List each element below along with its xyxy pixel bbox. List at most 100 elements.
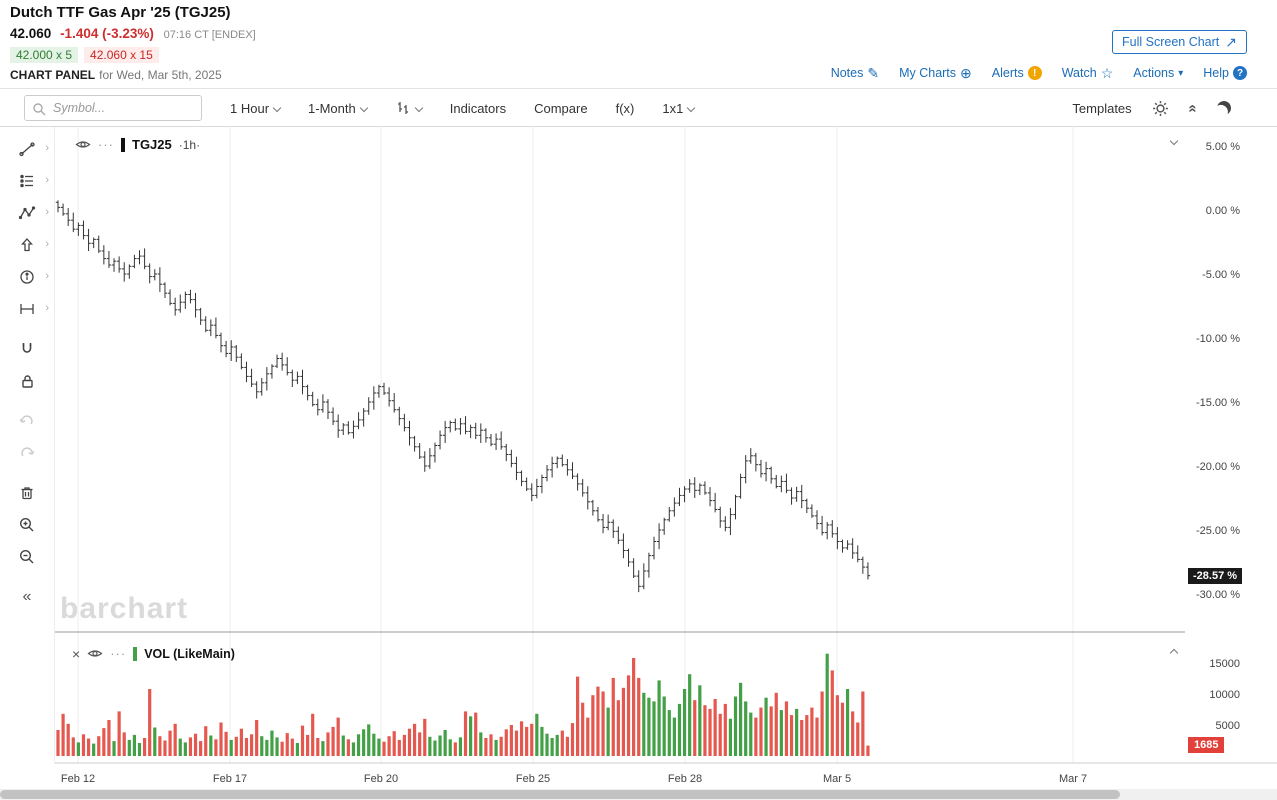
- help-label: Help: [1203, 66, 1229, 80]
- indicators-button[interactable]: Indicators: [450, 101, 506, 116]
- ask-chip: 42.060 x 15: [84, 47, 159, 63]
- horizontal-scrollbar[interactable]: [0, 789, 1277, 800]
- collapse-toolbar-button[interactable]: «: [1184, 100, 1201, 117]
- grid-layout-dropdown[interactable]: 1x1: [662, 101, 696, 116]
- undo-icon: [19, 415, 33, 425]
- collapse-up-icon: «: [1184, 103, 1202, 113]
- full-screen-label: Full Screen Chart: [1122, 35, 1220, 49]
- study-menu-icon[interactable]: ···: [110, 646, 127, 661]
- my-charts-plus-icon: ⊕: [960, 65, 972, 81]
- horizontal-scrollbar-thumb[interactable]: [0, 790, 1120, 799]
- interval-dropdown[interactable]: 1 Hour: [230, 100, 282, 116]
- fx-button[interactable]: f(x): [616, 101, 635, 116]
- zoom-in-button[interactable]: [0, 509, 54, 541]
- notes-link[interactable]: Notes ✎: [831, 66, 879, 80]
- notes-label: Notes: [830, 66, 864, 80]
- alerts-label: Alerts: [991, 66, 1024, 80]
- last-value-badge: -28.57 %: [1188, 568, 1243, 584]
- zoom-out-button[interactable]: [0, 541, 54, 573]
- main-series-legend: ··· TGJ25 ·1h·: [75, 137, 200, 152]
- help-question-icon: ?: [1233, 66, 1247, 80]
- settings-button[interactable]: [1152, 100, 1169, 117]
- volume-color-chip: [133, 646, 138, 661]
- notes-pencil-icon: ✎: [867, 65, 880, 81]
- actions-dropdown[interactable]: Actions ▾: [1133, 66, 1183, 80]
- panel-date: for Wed, Mar 5th, 2025: [99, 68, 222, 82]
- arrow-marker-icon: [21, 238, 33, 252]
- svg-text:Feb 20: Feb 20: [364, 773, 398, 785]
- tool-expand-icon: ›: [45, 206, 49, 218]
- series-symbol: TGJ25: [132, 137, 172, 152]
- trend-line-icon: [19, 142, 35, 157]
- lock-drawings-tool[interactable]: [0, 365, 54, 397]
- quote-header: Dutch TTF Gas Apr '25 (TGJ25) 42.060 -1.…: [0, 0, 1277, 89]
- chart-type-dropdown[interactable]: [395, 100, 423, 116]
- eye-icon[interactable]: [87, 648, 103, 659]
- compare-button[interactable]: Compare: [534, 101, 587, 116]
- last-volume-badge: 1685: [1188, 737, 1225, 753]
- volume-study-label: VOL (LikeMain): [144, 646, 235, 661]
- watch-label: Watch: [1061, 66, 1097, 80]
- full-screen-chart-button[interactable]: Full Screen Chart ↗: [1112, 30, 1247, 54]
- my-charts-link[interactable]: My Charts ⊕: [899, 66, 972, 80]
- chevron-down-icon: [272, 103, 282, 113]
- delete-drawings-button[interactable]: [0, 477, 54, 509]
- svg-text:Feb 12: Feb 12: [61, 773, 95, 785]
- measure-tool[interactable]: ›: [0, 293, 54, 325]
- svg-text:10000: 10000: [1209, 689, 1240, 701]
- magnet-tool[interactable]: [0, 333, 54, 365]
- price-chart[interactable]: Feb 12 Feb 17 Feb 20 Feb 25 Feb 28 Mar 5 Mar 7…: [55, 126, 1277, 790]
- toolbar-right: Templates «: [1072, 100, 1231, 117]
- patterns-tool[interactable]: ›: [0, 197, 54, 229]
- fx-label: f(x): [615, 100, 635, 116]
- templates-button[interactable]: Templates: [1072, 101, 1131, 116]
- svg-text:-25.00 %: -25.00 %: [1196, 525, 1240, 537]
- series-menu-icon[interactable]: ···: [98, 137, 114, 152]
- alerts-link[interactable]: Alerts !: [992, 66, 1042, 80]
- series-interval: ·1h·: [178, 137, 201, 152]
- zoom-in-icon: [19, 517, 34, 532]
- range-label: 1-Month: [308, 100, 356, 116]
- svg-text:-30.00 %: -30.00 %: [1196, 589, 1240, 601]
- trend-line-tool[interactable]: ›: [0, 133, 54, 165]
- symbol-search-input[interactable]: [24, 95, 202, 121]
- ohlc-bar-type-icon: [397, 102, 408, 114]
- bid-chip: 42.000 x 5: [10, 47, 79, 63]
- annotations-icon: [20, 174, 33, 188]
- volume-study-legend: × ··· VOL (LikeMain): [72, 646, 235, 661]
- templates-label: Templates: [1072, 100, 1132, 116]
- magnet-icon: [22, 343, 32, 353]
- help-link[interactable]: Help ?: [1203, 66, 1247, 80]
- chevron-down-icon: [414, 103, 423, 113]
- quote-time: 07:16 CT [ENDEX]: [163, 29, 256, 41]
- moon-icon: [1215, 99, 1232, 116]
- measure-icon: [20, 304, 34, 314]
- eye-icon[interactable]: [75, 139, 91, 150]
- annotations-tool[interactable]: ›: [0, 165, 54, 197]
- redo-button[interactable]: [0, 437, 54, 469]
- svg-text:-5.00 %: -5.00 %: [1202, 269, 1240, 281]
- redo-icon: [21, 447, 35, 457]
- markers-tool[interactable]: ›: [0, 229, 54, 261]
- search-icon: [33, 103, 46, 116]
- tool-expand-icon: ›: [45, 174, 49, 186]
- svg-text:-20.00 %: -20.00 %: [1196, 461, 1240, 473]
- zigzag-pattern-icon: [18, 206, 36, 220]
- watch-link[interactable]: Watch ☆: [1062, 66, 1114, 80]
- symbol-search: [24, 95, 202, 121]
- full-screen-arrow-icon: ↗: [1225, 34, 1237, 50]
- info-annotation-tool[interactable]: ›: [0, 261, 54, 293]
- interval-label: 1 Hour: [230, 100, 270, 116]
- svg-text:Mar 7: Mar 7: [1059, 773, 1087, 785]
- info-circle-icon: [20, 270, 34, 284]
- svg-text:5000: 5000: [1216, 720, 1240, 732]
- collapse-rail-button[interactable]: «: [0, 581, 54, 613]
- watch-star-icon: ☆: [1100, 65, 1114, 81]
- remove-study-icon[interactable]: ×: [72, 645, 81, 662]
- dark-mode-toggle[interactable]: [1217, 101, 1231, 115]
- zoom-out-icon: [19, 549, 34, 564]
- range-dropdown[interactable]: 1-Month: [308, 100, 368, 116]
- undo-button[interactable]: [0, 405, 54, 437]
- tool-expand-icon: ›: [45, 302, 49, 314]
- header-links: Notes ✎ My Charts ⊕ Alerts ! Watch ☆ Act…: [831, 66, 1247, 80]
